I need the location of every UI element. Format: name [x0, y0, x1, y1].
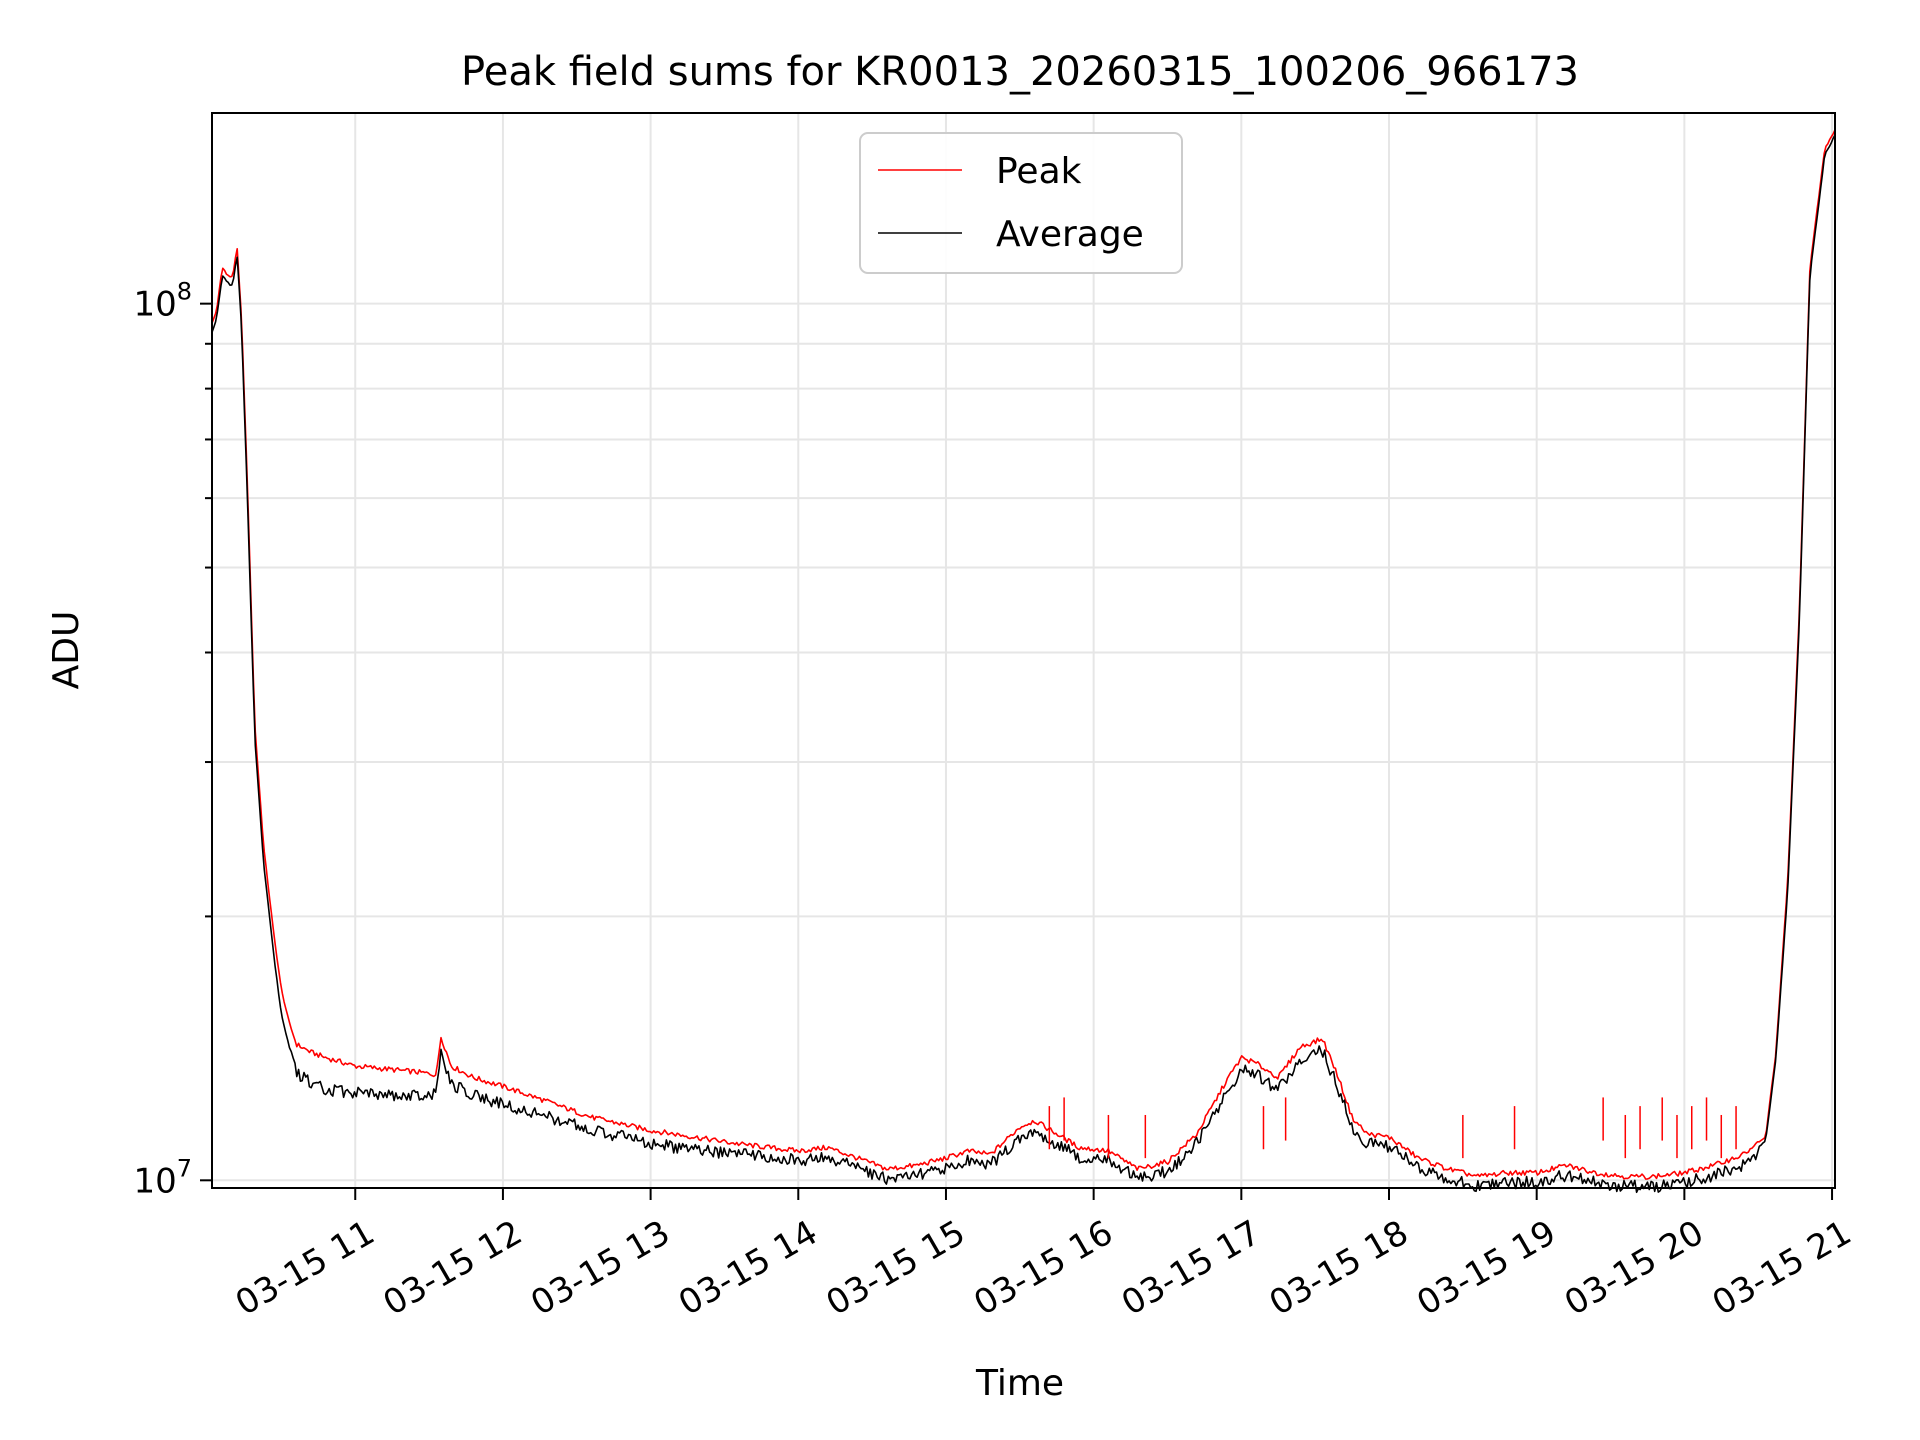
y-tick-label: 108: [133, 278, 192, 325]
y-tick-label: 107: [133, 1154, 192, 1201]
legend-box: [859, 132, 1183, 274]
series-line-peak: [211, 129, 1836, 1180]
chart-title: Peak field sums for KR0013_20260315_1002…: [461, 49, 1579, 95]
series-line-average: [211, 134, 1836, 1194]
series-layer: [211, 129, 1836, 1194]
legend-label-peak: Peak: [996, 151, 1082, 192]
y-axis-label: ADU: [46, 611, 87, 690]
plot-frame: [211, 112, 1836, 1189]
legend-label-average: Average: [996, 214, 1144, 255]
x-axis-label: Time: [975, 1363, 1064, 1404]
grid-layer: [212, 113, 1835, 1188]
legend: Peak Average: [859, 132, 1183, 274]
